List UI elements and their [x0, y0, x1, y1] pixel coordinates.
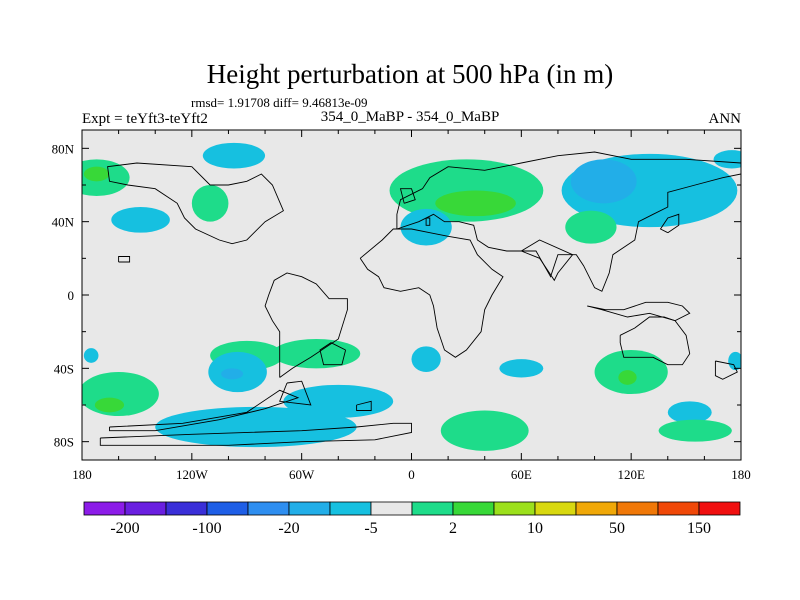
coastline-2 [279, 380, 312, 406]
colorbar-label-2: -20 [278, 520, 299, 537]
colorbar: -200 -100 -20 -5 2 10 50 150 [83, 501, 741, 537]
contour-region-19 [283, 384, 394, 418]
colorbar-label-6: 50 [609, 520, 625, 537]
coastline-0 [99, 422, 412, 446]
contour-region-1 [191, 185, 229, 222]
colorbar-swatch-2 [165, 501, 208, 516]
contour-region-3 [202, 142, 266, 169]
contour-region-11 [713, 150, 741, 169]
x-tick-label-0: 180 [72, 467, 92, 482]
y-tick-label-3: 40S [54, 361, 74, 376]
coastline-13 [399, 188, 416, 204]
coastline-1 [109, 389, 300, 432]
x-tick-label-1: 120W [176, 467, 209, 482]
contour-region-28 [83, 348, 99, 363]
coastline-layer [99, 151, 741, 446]
y-tick-label-4: 80S [54, 435, 74, 450]
case-label: 354_0_MaBP - 354_0_MaBP [321, 109, 500, 125]
contour-region-10 [565, 210, 617, 244]
coastline-7 [107, 162, 284, 245]
contour-region-9 [570, 159, 637, 204]
colorbar-swatch-6 [329, 501, 372, 516]
x-tick-label-6: 180 [731, 467, 751, 482]
colorbar-swatch-12 [575, 501, 618, 516]
coastline-15 [118, 256, 131, 263]
contour-region-2 [83, 166, 110, 182]
x-tick-label-5: 120E [617, 467, 645, 482]
contour-fill-layer [82, 142, 741, 451]
coastline-10 [587, 301, 691, 322]
contour-region-4 [111, 207, 170, 233]
contour-region-21 [499, 359, 544, 378]
colorbar-swatch-15 [698, 501, 741, 516]
colorbar-swatch-4 [247, 501, 290, 516]
coastline-5 [319, 342, 347, 366]
colorbar-swatch-11 [534, 501, 577, 516]
coastline-4 [264, 272, 348, 378]
coastline-3 [356, 400, 372, 411]
y-tick-label-2: 0 [68, 288, 75, 303]
colorbar-swatch-3 [206, 501, 249, 516]
y-tick-label-1: 40N [52, 215, 75, 230]
contour-region-27 [728, 351, 741, 371]
colorbar-swatch-9 [452, 501, 495, 516]
colorbar-swatch-0 [83, 501, 126, 516]
coastline-16 [659, 213, 680, 234]
colorbar-swatch-14 [657, 501, 700, 516]
coastline-8 [396, 151, 741, 292]
contour-region-25 [667, 401, 712, 424]
colorbar-label-0: -200 [110, 520, 139, 537]
colorbar-label-3: -5 [364, 520, 377, 537]
contour-region-17 [94, 397, 125, 413]
coastline-11 [619, 316, 691, 366]
coastline-14 [425, 217, 431, 226]
expt-label: Expt = teYft3-teYft2 [82, 111, 208, 127]
colorbar-label-1: -100 [192, 520, 221, 537]
stats-label: rmsd= 1.91708 diff= 9.46813e-09 [191, 95, 368, 110]
contour-region-22 [440, 410, 529, 451]
x-tick-label-4: 60E [511, 467, 532, 482]
coastline-12 [714, 360, 738, 380]
contour-region-26 [658, 419, 732, 442]
y-tick-label-0: 80N [52, 141, 75, 156]
season-label: ANN [709, 111, 742, 127]
colorbar-swatch-5 [288, 501, 331, 516]
coastline-6 [359, 228, 504, 358]
colorbar-swatch-10 [493, 501, 536, 516]
colorbar-label-5: 10 [527, 520, 543, 537]
axis-ticks: 180 120W 60W 0 60E 120E 180 80N 40N 0 40S 80S [52, 130, 751, 482]
coastline-9 [521, 239, 574, 282]
contour-region-14 [221, 368, 244, 380]
contour-region-18 [155, 406, 357, 448]
chart-title: Height perturbation at 500 hPa (in m) [207, 59, 613, 89]
x-tick-label-2: 60W [289, 467, 315, 482]
x-tick-label-3: 0 [408, 467, 415, 482]
colorbar-swatch-7 [370, 501, 413, 516]
contour-region-24 [618, 370, 637, 385]
contour-region-6 [435, 190, 516, 217]
colorbar-label-7: 150 [687, 520, 711, 537]
contour-region-20 [411, 346, 441, 372]
colorbar-swatch-1 [124, 501, 167, 516]
contour-region-7 [400, 208, 452, 246]
colorbar-swatch-13 [616, 501, 659, 516]
colorbar-swatch-8 [411, 501, 454, 516]
colorbar-label-4: 2 [449, 520, 457, 537]
